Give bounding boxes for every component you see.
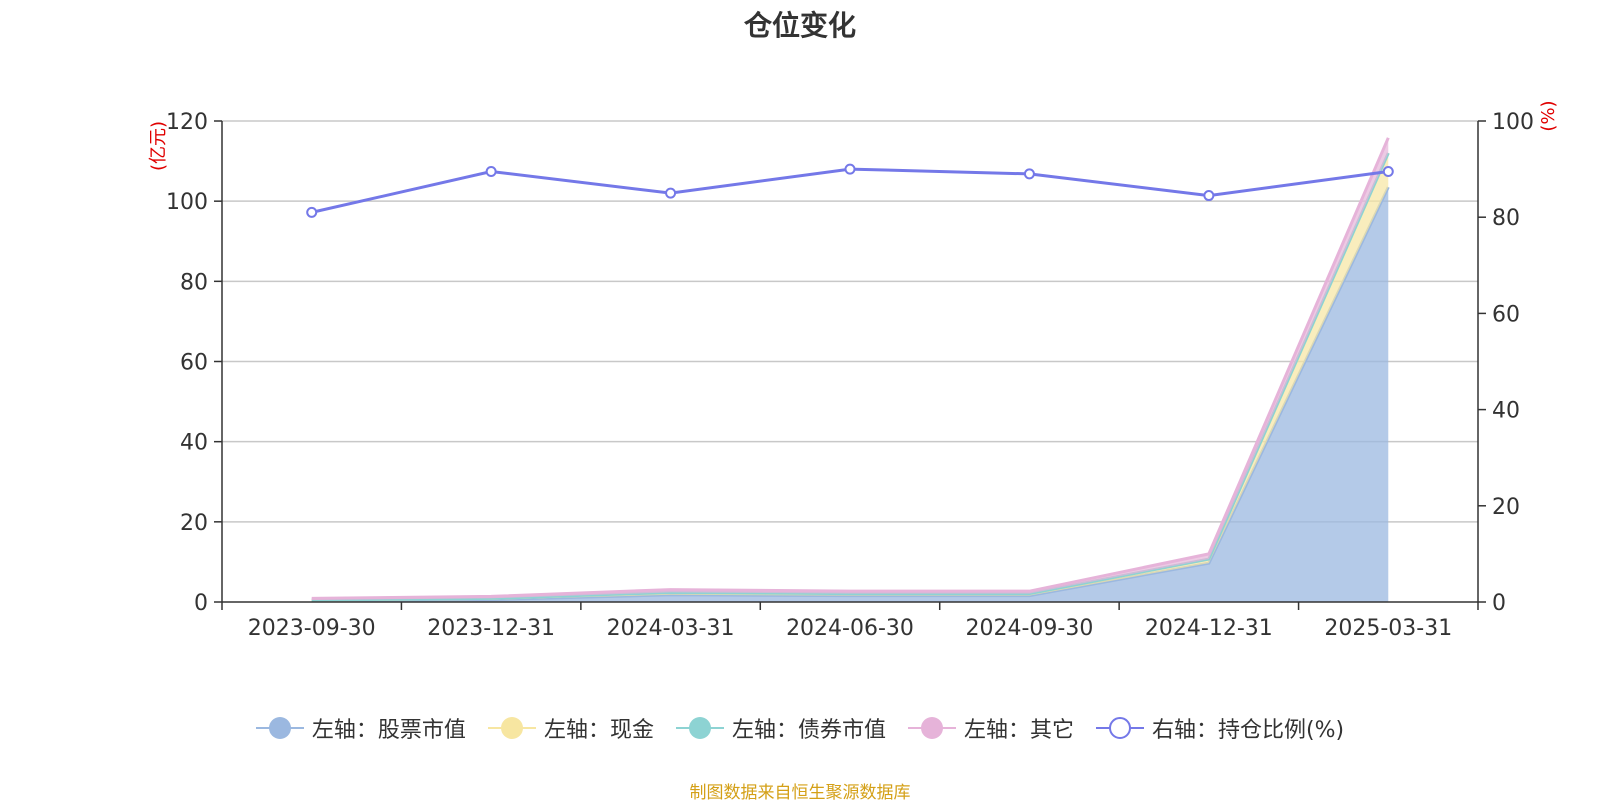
left-tick-label: 120 [166,110,208,135]
legend-label: 左轴：债券市值 [731,718,886,743]
legend-swatch-icon [487,716,536,740]
x-tick-label: 2024-03-31 [607,616,735,641]
legend-label: 左轴：其它 [963,718,1074,743]
x-tick-label: 2023-12-31 [427,616,555,641]
ratio-point [485,166,497,178]
x-tick-label: 2024-12-31 [1145,616,1273,641]
ratio-line [311,167,1389,214]
legend-label: 右轴：持仓比例(%) [1151,718,1345,743]
ratio-point [1203,190,1215,202]
right-tick-label: 100 [1492,110,1534,135]
right-tick-label: 40 [1492,399,1520,424]
ratio-point [844,163,856,175]
source-note: 制图数据来自恒生聚源数据库 [689,783,911,803]
area-line-4 [311,137,1390,600]
left-tick-label: 0 [194,591,208,616]
legend-item-2[interactable]: 左轴：现金 [487,712,654,744]
ratio-point [1023,168,1035,180]
left-tick-label: 40 [180,431,208,456]
legend-swatch-icon [255,716,304,740]
left-tick-label: 20 [180,511,208,536]
left-tick-label: 60 [180,351,208,376]
legend-item-1[interactable]: 左轴：股票市值 [255,712,466,744]
left-tick-label: 80 [180,270,208,295]
ratio-point [1382,166,1394,178]
right-tick-label: 20 [1492,495,1520,520]
x-tick-label: 2024-09-30 [965,616,1093,641]
legend-swatch-icon [675,716,724,740]
ratio-point [306,206,318,218]
legend-label: 左轴：现金 [543,718,654,743]
right-tick-label: 60 [1492,302,1520,327]
legend-item-3[interactable]: 左轴：债券市值 [675,712,886,744]
legend-label: 左轴：股票市值 [311,718,466,743]
chart-title: 仓位变化 [743,9,856,42]
right-axis-unit-label: (%) [1538,100,1559,131]
left-axis-unit-label: (亿元) [148,121,169,171]
area-line-3 [311,152,1390,602]
legend-item-5[interactable]: 右轴：持仓比例(%) [1095,712,1345,744]
x-tick-label: 2023-09-30 [248,616,376,641]
legend-item-4[interactable]: 左轴：其它 [907,712,1074,744]
chart-canvas: 0 20 40 60 80 100 120 0 20 40 60 80 100 2023-09-30 202… [148,100,1559,641]
right-tick-label: 80 [1492,206,1520,231]
chart-legend: 左轴：股票市值 左轴：现金 左轴：债券市值 左轴：其它 右轴：持仓比例(%) [0,712,1600,744]
right-tick-label: 0 [1492,591,1506,616]
x-tick-label: 2025-03-31 [1324,616,1452,641]
x-tick-label: 2024-06-30 [786,616,914,641]
legend-swatch-icon [1095,716,1144,740]
ratio-point [665,187,677,199]
left-tick-label: 100 [166,190,208,215]
legend-swatch-icon [907,716,956,740]
area-1 [311,187,1389,602]
